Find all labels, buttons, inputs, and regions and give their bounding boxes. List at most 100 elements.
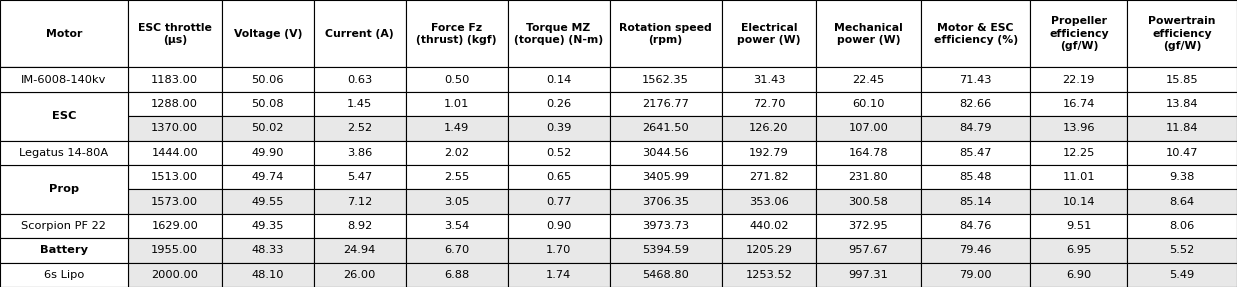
Text: 1370.00: 1370.00 bbox=[151, 123, 198, 133]
Bar bbox=[920, 141, 1030, 165]
Bar bbox=[610, 116, 722, 141]
Text: 22.19: 22.19 bbox=[1063, 75, 1095, 85]
Text: 3405.99: 3405.99 bbox=[642, 172, 689, 182]
Bar bbox=[1127, 92, 1237, 116]
Bar bbox=[610, 238, 722, 263]
Text: 85.48: 85.48 bbox=[960, 172, 992, 182]
Bar bbox=[314, 263, 406, 287]
Bar bbox=[507, 92, 610, 116]
Bar bbox=[507, 67, 610, 92]
Bar bbox=[314, 116, 406, 141]
Text: 107.00: 107.00 bbox=[849, 123, 888, 133]
Bar bbox=[406, 0, 507, 67]
Bar bbox=[0, 0, 127, 67]
Bar bbox=[0, 165, 127, 189]
Bar bbox=[221, 67, 314, 92]
Bar bbox=[406, 141, 507, 165]
Text: 84.76: 84.76 bbox=[960, 221, 992, 231]
Text: 1.45: 1.45 bbox=[348, 99, 372, 109]
Text: 79.46: 79.46 bbox=[960, 245, 992, 255]
Bar bbox=[221, 141, 314, 165]
Text: IM-6008-140kv: IM-6008-140kv bbox=[21, 75, 106, 85]
Bar bbox=[610, 189, 722, 214]
Bar bbox=[314, 238, 406, 263]
Bar bbox=[722, 0, 816, 67]
Bar bbox=[722, 263, 816, 287]
Text: 5.47: 5.47 bbox=[348, 172, 372, 182]
Bar bbox=[1030, 0, 1127, 67]
Text: ESC: ESC bbox=[52, 111, 75, 121]
Text: 10.14: 10.14 bbox=[1063, 197, 1095, 207]
Text: 1253.52: 1253.52 bbox=[746, 270, 793, 280]
Text: 0.14: 0.14 bbox=[546, 75, 571, 85]
Text: Electrical
power (W): Electrical power (W) bbox=[737, 22, 800, 45]
Bar bbox=[127, 165, 221, 189]
Text: 13.84: 13.84 bbox=[1166, 99, 1199, 109]
Text: 6s Lipo: 6s Lipo bbox=[43, 270, 84, 280]
Bar bbox=[816, 263, 920, 287]
Text: 49.55: 49.55 bbox=[251, 197, 285, 207]
Text: 5468.80: 5468.80 bbox=[642, 270, 689, 280]
Text: 0.52: 0.52 bbox=[546, 148, 571, 158]
Bar bbox=[722, 238, 816, 263]
Text: 997.31: 997.31 bbox=[849, 270, 888, 280]
Text: 82.66: 82.66 bbox=[960, 99, 992, 109]
Bar bbox=[722, 67, 816, 92]
Bar bbox=[0, 263, 127, 287]
Text: 11.84: 11.84 bbox=[1166, 123, 1199, 133]
Text: 84.79: 84.79 bbox=[960, 123, 992, 133]
Bar bbox=[0, 189, 127, 214]
Text: 5394.59: 5394.59 bbox=[642, 245, 689, 255]
Bar bbox=[816, 116, 920, 141]
Bar bbox=[722, 214, 816, 238]
Bar bbox=[221, 0, 314, 67]
Bar bbox=[1127, 116, 1237, 141]
Text: 0.77: 0.77 bbox=[546, 197, 571, 207]
Text: 8.06: 8.06 bbox=[1169, 221, 1195, 231]
Bar bbox=[816, 189, 920, 214]
Bar bbox=[1030, 92, 1127, 116]
Text: 15.85: 15.85 bbox=[1165, 75, 1199, 85]
Text: 0.26: 0.26 bbox=[546, 99, 571, 109]
Bar bbox=[1030, 263, 1127, 287]
Bar bbox=[127, 189, 221, 214]
Bar bbox=[0, 165, 127, 214]
Text: 26.00: 26.00 bbox=[344, 270, 376, 280]
Bar bbox=[406, 263, 507, 287]
Bar bbox=[920, 263, 1030, 287]
Bar bbox=[221, 92, 314, 116]
Bar bbox=[816, 214, 920, 238]
Text: 10.47: 10.47 bbox=[1166, 148, 1199, 158]
Text: 71.43: 71.43 bbox=[960, 75, 992, 85]
Text: 1183.00: 1183.00 bbox=[151, 75, 198, 85]
Text: 0.90: 0.90 bbox=[546, 221, 571, 231]
Text: 1573.00: 1573.00 bbox=[151, 197, 198, 207]
Bar bbox=[1030, 165, 1127, 189]
Text: 1.74: 1.74 bbox=[546, 270, 571, 280]
Text: 1513.00: 1513.00 bbox=[151, 172, 198, 182]
Text: Legatus 14-80A: Legatus 14-80A bbox=[20, 148, 109, 158]
Bar bbox=[0, 214, 127, 238]
Bar bbox=[1127, 238, 1237, 263]
Text: 300.58: 300.58 bbox=[849, 197, 888, 207]
Text: 3706.35: 3706.35 bbox=[642, 197, 689, 207]
Bar bbox=[920, 67, 1030, 92]
Bar bbox=[127, 238, 221, 263]
Text: 50.06: 50.06 bbox=[251, 75, 285, 85]
Bar bbox=[610, 214, 722, 238]
Text: Mechanical
power (W): Mechanical power (W) bbox=[834, 22, 903, 45]
Text: 48.33: 48.33 bbox=[251, 245, 285, 255]
Text: 5.52: 5.52 bbox=[1169, 245, 1195, 255]
Bar bbox=[406, 214, 507, 238]
Text: 7.12: 7.12 bbox=[348, 197, 372, 207]
Text: 2.52: 2.52 bbox=[348, 123, 372, 133]
Text: 50.08: 50.08 bbox=[251, 99, 285, 109]
Text: 1955.00: 1955.00 bbox=[151, 245, 198, 255]
Text: Motor: Motor bbox=[46, 29, 82, 39]
Text: 3044.56: 3044.56 bbox=[642, 148, 689, 158]
Bar bbox=[722, 116, 816, 141]
Text: 0.65: 0.65 bbox=[546, 172, 571, 182]
Bar bbox=[0, 67, 127, 92]
Text: 9.38: 9.38 bbox=[1169, 172, 1195, 182]
Text: 1629.00: 1629.00 bbox=[151, 221, 198, 231]
